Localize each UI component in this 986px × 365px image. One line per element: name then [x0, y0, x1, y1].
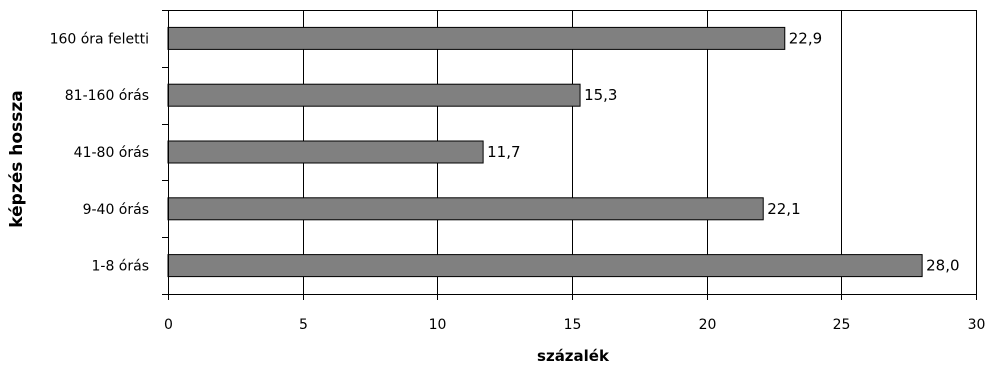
category-label-5: 1-8 órás — [91, 259, 149, 275]
x-tick-label-20: 20 — [699, 317, 717, 333]
bar-4 — [167, 197, 764, 221]
category-label-2: 81-160 órás — [65, 88, 149, 104]
data-label-4: 22,1 — [767, 200, 800, 218]
bars — [167, 26, 923, 278]
x-tick-label-5: 5 — [299, 317, 308, 333]
x-tick-label-0: 0 — [164, 317, 173, 333]
y-axis-title: képzés hossza — [7, 90, 27, 227]
data-label-5: 28,0 — [926, 257, 959, 275]
category-label-4: 9-40 órás — [83, 202, 149, 218]
data-label-3: 11,7 — [487, 143, 520, 161]
bar-2 — [167, 83, 581, 107]
x-axis-title: százalék — [537, 347, 610, 365]
x-tick-label-15: 15 — [564, 317, 582, 333]
bar-5 — [167, 254, 923, 278]
x-tick-label-10: 10 — [429, 317, 447, 333]
labels: 22,9 160 óra feletti 15,3 81-160 órás 11,7 41… — [50, 29, 986, 333]
axes — [162, 10, 977, 300]
bar-3 — [167, 140, 484, 164]
gridlines — [168, 10, 977, 294]
data-label-1: 22,9 — [789, 29, 822, 47]
x-tick-label-25: 25 — [833, 317, 851, 333]
category-label-1: 160 óra feletti — [50, 31, 149, 47]
x-tick-label-30: 30 — [968, 317, 986, 333]
bar-1 — [167, 26, 786, 50]
category-label-3: 41-80 órás — [74, 145, 149, 161]
data-label-2: 15,3 — [584, 86, 617, 104]
